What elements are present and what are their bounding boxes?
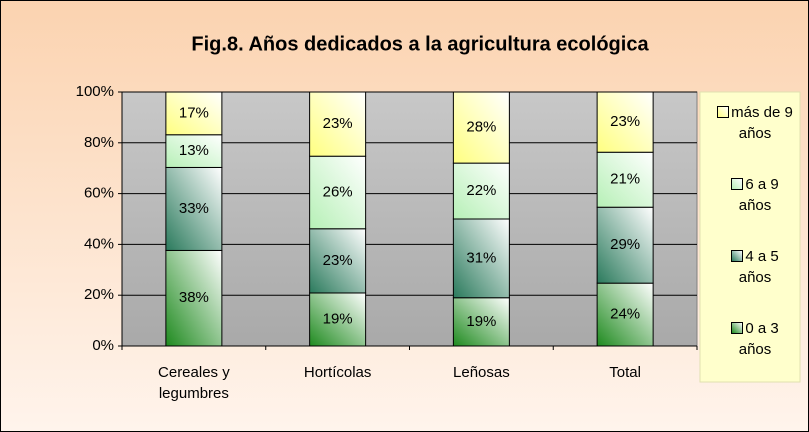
bar-segment (596, 151, 654, 208)
bar-segment (452, 162, 510, 220)
legend-swatch (717, 106, 730, 118)
bar-segment (165, 134, 223, 168)
data-label: 19% (466, 313, 496, 330)
bar-segment (309, 228, 367, 294)
x-tick-label: Leñosas (453, 364, 510, 381)
legend-entry: más de 9 años (713, 102, 797, 144)
y-tick-label: 100% (76, 83, 114, 100)
data-label: 38% (179, 289, 209, 306)
bar-segment (596, 206, 654, 284)
y-tick-label: 0% (92, 337, 114, 354)
y-tick-label: 40% (84, 235, 114, 252)
data-label: 31% (466, 249, 496, 266)
data-label: 23% (323, 115, 353, 132)
data-label: 23% (610, 113, 640, 130)
data-label: 13% (179, 142, 209, 159)
data-label: 28% (466, 119, 496, 136)
x-tick-label: Hortícolas (303, 364, 372, 381)
bar-segment (596, 282, 654, 347)
legend-entry: 0 a 3 años (713, 318, 797, 360)
chart-title: Fig.8. Años dedicados a la agricultura e… (191, 33, 649, 55)
legend-swatch (731, 178, 744, 190)
data-label: 29% (610, 236, 640, 253)
bar-segment (165, 166, 223, 251)
data-label: 33% (179, 200, 209, 217)
data-label: 23% (323, 252, 353, 269)
data-label: 17% (179, 104, 209, 121)
bar-segment (596, 91, 654, 153)
data-label: 24% (610, 306, 640, 323)
data-label: 19% (323, 310, 353, 327)
legend-label: 6 a 9 años (738, 176, 779, 214)
legend-label: más de 9 años (731, 104, 793, 142)
y-tick-label: 60% (84, 185, 114, 202)
x-tick-label: Cereales y legumbres (158, 364, 230, 402)
bar-segment (309, 91, 367, 157)
bar-segment (165, 91, 223, 136)
y-tick-label: 20% (84, 286, 114, 303)
data-label: 26% (323, 183, 353, 200)
bar-segment (165, 249, 223, 347)
data-label: 22% (466, 182, 496, 199)
legend-swatch (731, 250, 744, 262)
bar-segment (309, 292, 367, 347)
legend-entry: 4 a 5 años (713, 246, 797, 288)
bar-segment (309, 155, 367, 230)
legend-label: 0 a 3 años (738, 320, 779, 358)
legend-entry: 6 a 9 años (713, 174, 797, 216)
legend-label: 4 a 5 años (738, 248, 779, 286)
bar-segment (452, 297, 510, 347)
y-tick-label: 80% (84, 134, 114, 151)
legend-swatch (731, 322, 744, 334)
data-label: 21% (610, 171, 640, 188)
bar-segment (452, 218, 510, 299)
bar-segment (452, 91, 510, 164)
x-tick-label: Total (609, 364, 641, 381)
legend-box (699, 91, 801, 383)
